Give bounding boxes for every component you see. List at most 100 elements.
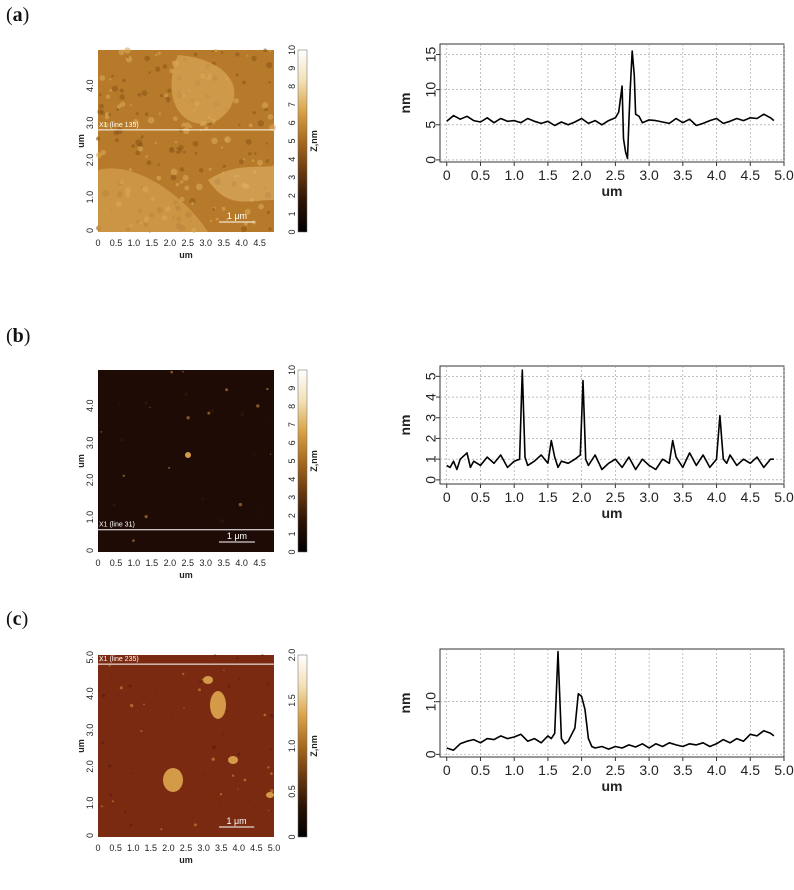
colorbar-tick-label: 5 [287,138,297,143]
afm-texture-dot [144,401,148,405]
afm-texture-dot [179,167,185,172]
afm-texture-dot [220,51,224,54]
afm-texture-dot [213,745,216,748]
afm-texture-dot [222,733,225,736]
afm-y-tick-label: 1.0 [85,511,95,524]
afm-texture-dot [135,150,141,156]
afm-y-axis-label: um [76,134,86,148]
afm-y-axis-label: um [76,739,86,753]
x-tick-label: 2.0 [572,167,592,183]
afm-y-tick-label: 3.0 [85,117,95,130]
afm-texture-dot [193,52,198,57]
afm-texture-dot [214,49,218,52]
afm-texture-dot [238,159,244,165]
afm-texture-dot [141,90,148,96]
afm-texture-dot [98,103,104,109]
afm-x-tick-label: 0 [95,843,100,853]
afm-y-tick-label: 3.0 [85,437,95,450]
afm-texture-dot [100,431,103,433]
afm-image-b: 0 1.0 2.0 3.0 4.0 um 0 0.5 1.0 1.5 2.0 2.5 3.0 3.5 4.0… [76,365,319,580]
afm-texture-dot [155,66,161,72]
afm-texture-dot [237,752,241,756]
afm-texture-dot [184,392,188,396]
x-tick-label: 3.5 [673,167,693,183]
afm-texture-dot [238,123,241,127]
afm-texture-dot [269,748,272,751]
afm-texture-dot [183,707,185,710]
afm-texture-dot [145,155,148,158]
afm-texture-dot [256,404,260,408]
afm-texture-dot [243,158,246,161]
afm-x-tick-label: 0 [95,558,100,568]
afm-texture-dot [268,809,270,812]
afm-texture-dot [170,370,173,374]
afm-line-label: X1 (line 235) [99,656,139,663]
colorbar-tick-label: 0 [287,229,297,234]
afm-texture-dot [227,684,231,688]
afm-texture-dot [231,774,235,777]
afm-texture-dot [170,174,177,181]
colorbar-label: Z,nm [309,130,319,152]
afm-texture-dot [153,820,156,823]
afm-texture-dot [97,109,103,115]
afm-texture-dot [248,123,253,128]
afm-texture-dot [101,693,106,698]
afm-y-tick-label: 2.0 [85,474,95,487]
colorbar-label: Z,nm [309,450,319,472]
afm-scan [98,370,274,552]
afm-texture-dot [248,152,252,156]
afm-texture-dot [137,92,142,97]
afm-texture-dot [162,64,168,69]
afm-y-tick-label: 1.0 [85,797,95,810]
afm-texture-dot [220,146,224,149]
afm-texture-dot [248,801,250,803]
series-line [446,50,775,160]
afm-texture-dot [164,93,169,98]
afm-x-tick-label: 2.5 [182,558,195,568]
afm-texture-dot [117,694,119,696]
afm-texture-dot [210,408,215,413]
afm-texture-dot [124,478,127,480]
afm-texture-dot [182,672,185,676]
afm-texture-dot [201,678,204,681]
afm-image-a: 0 1.0 2.0 3.0 4.0 um 0 0.5 1.0 1.5 2.0 2.5 3.0 3.5 4.0… [76,45,319,260]
colorbar [297,654,308,838]
colorbar-tick-label: 2 [287,193,297,198]
afm-texture-dot [233,98,239,104]
colorbar-tick-label: 8 [287,404,297,409]
plot-frame [439,43,785,163]
afm-texture-dot [237,788,239,790]
scale-bar-label: 1 μm [227,211,247,221]
x-tick-label: 3.5 [673,489,693,505]
afm-texture-dot [199,680,202,684]
series-line [446,369,774,471]
afm-particle [210,691,226,719]
afm-texture-dot [266,387,269,391]
y-tick-label: 5 [423,121,439,129]
afm-texture-dot [119,686,123,690]
afm-texture-dot [265,142,268,145]
afm-texture-dot [158,112,162,115]
x-axis-label: um [602,183,623,199]
afm-texture-dot [167,88,172,93]
afm-texture-dot [182,174,189,181]
afm-texture-dot [242,80,247,85]
afm-x-tick-label: 0.5 [110,238,123,248]
afm-texture-dot [98,689,100,691]
afm-texture-dot [243,778,247,782]
x-tick-label: 0.5 [471,167,491,183]
x-tick-label: 2.5 [606,489,626,505]
afm-texture-dot [174,141,178,144]
height-profile-chart-a: 0 0.5 1.0 1.5 2.0 2.5 3.0 3.5 4.0 4.5 5.0 0 5 10 15 um n… [397,43,794,199]
afm-x-tick-label: 2.0 [162,843,175,853]
x-axis-label: um [602,778,623,794]
afm-particle [266,792,274,798]
afm-texture-dot [155,53,158,57]
x-tick-label: 1.5 [538,489,558,505]
afm-texture-dot [240,412,244,416]
afm-texture-dot [109,89,112,92]
y-tick-label: 2 [423,434,439,442]
afm-texture-dot [269,713,274,718]
afm-texture-dot [155,689,158,691]
afm-y-tick-label: 0 [85,833,95,838]
